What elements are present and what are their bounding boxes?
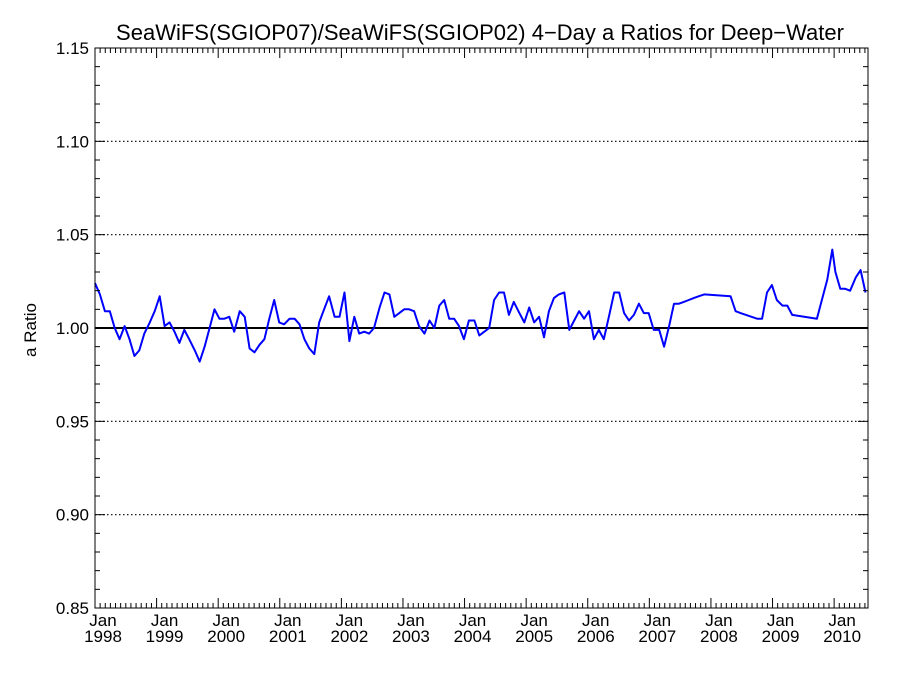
- x-tick-label-month: Jan: [828, 611, 855, 630]
- x-tick-label-year: 2002: [330, 627, 368, 646]
- x-tick-label-year: 2009: [762, 627, 800, 646]
- x-tick-label-month: Jan: [336, 611, 363, 630]
- x-tick-label-month: Jan: [644, 611, 671, 630]
- x-tick-label-month: Jan: [89, 611, 116, 630]
- y-tick-label: 1.10: [56, 132, 89, 151]
- x-tick-label-month: Jan: [397, 611, 424, 630]
- x-tick-label-year: 2001: [269, 627, 307, 646]
- x-ticks: Jan1998Jan1999Jan2000Jan2001Jan2002Jan20…: [84, 48, 866, 646]
- x-tick-label-year: 2008: [700, 627, 738, 646]
- grid-layer: [95, 140, 868, 516]
- x-tick-label-year: 1999: [146, 627, 184, 646]
- x-tick-label-month: Jan: [705, 611, 732, 630]
- x-tick-label-year: 2010: [823, 627, 861, 646]
- x-tick-label-month: Jan: [151, 611, 178, 630]
- x-tick-label-month: Jan: [767, 611, 794, 630]
- x-tick-label-month: Jan: [459, 611, 486, 630]
- x-tick-label-year: 2006: [577, 627, 615, 646]
- y-tick-label: 1.00: [56, 319, 89, 338]
- series-line: [94, 248, 867, 363]
- x-tick-label-year: 2004: [454, 627, 492, 646]
- chart-title: SeaWiFS(SGIOP07)/SeaWiFS(SGIOP02) 4−Day …: [116, 20, 844, 45]
- x-tick-label-year: 1998: [84, 627, 122, 646]
- x-tick-label-year: 2005: [515, 627, 553, 646]
- x-tick-label-year: 2003: [392, 627, 430, 646]
- y-tick-label: 0.95: [56, 412, 89, 431]
- x-tick-label-year: 2007: [638, 627, 676, 646]
- x-tick-label-month: Jan: [582, 611, 609, 630]
- x-tick-label-year: 2000: [207, 627, 245, 646]
- y-ticks: 0.85 0.90 0.95 1.00 1.05 1.10 1.15: [56, 39, 868, 618]
- y-tick-label: 1.15: [56, 39, 89, 58]
- x-tick-label-month: Jan: [212, 611, 239, 630]
- y-tick-label: 0.85: [56, 599, 89, 618]
- series-layer: [94, 248, 867, 363]
- x-tick-label-month: Jan: [520, 611, 547, 630]
- y-axis-label: a Ratio: [21, 303, 40, 357]
- y-tick-label: 1.05: [56, 226, 89, 245]
- y-tick-label: 0.90: [56, 506, 89, 525]
- x-tick-label-month: Jan: [274, 611, 301, 630]
